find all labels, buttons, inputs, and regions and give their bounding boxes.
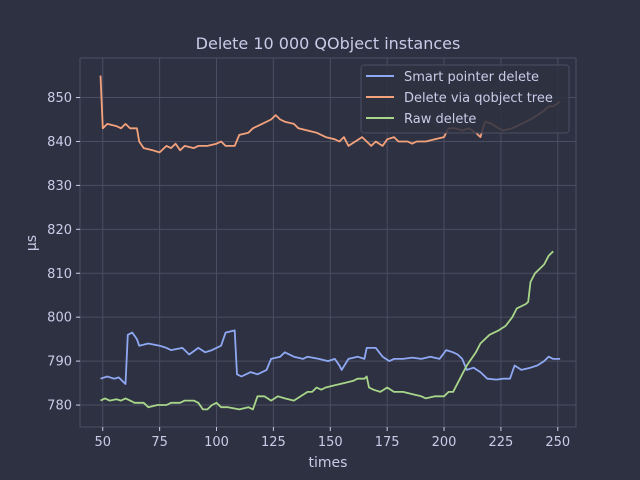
y-tick-label: 800 — [47, 311, 72, 326]
x-axis-label: times — [309, 455, 348, 471]
x-tick-label: 175 — [375, 435, 400, 450]
y-tick-label: 850 — [47, 91, 72, 106]
x-tick-label: 200 — [432, 435, 457, 450]
x-tick-label: 150 — [318, 435, 343, 450]
legend-label: Smart pointer delete — [404, 70, 539, 85]
series-line-smart-pointer-delete — [100, 329, 561, 385]
y-tick-label: 840 — [47, 135, 72, 150]
x-tick-label: 75 — [151, 435, 168, 450]
y-axis-label: µs — [24, 235, 40, 251]
y-axis-ticks: 780 790 800 810 820 830 840 850 — [47, 91, 80, 414]
x-tick-label: 225 — [489, 435, 514, 450]
y-tick-label: 830 — [47, 179, 72, 194]
y-tick-label: 780 — [47, 399, 72, 414]
legend: Smart pointer delete Delete via qobject t… — [360, 64, 570, 134]
y-tick-label: 820 — [47, 223, 72, 238]
y-tick-label: 790 — [47, 355, 72, 370]
series-line-delete-via-qobject-tree — [99, 75, 561, 154]
legend-label: Delete via qobject tree — [404, 91, 553, 106]
legend-label: Raw delete — [404, 112, 476, 127]
x-axis-ticks: 50 75 100 125 150 175 200 225 250 — [94, 427, 570, 450]
series-lines — [99, 75, 561, 411]
series-line-raw-delete — [100, 250, 554, 411]
x-tick-label: 50 — [94, 435, 111, 450]
x-tick-label: 250 — [545, 435, 570, 450]
x-tick-label: 100 — [204, 435, 229, 450]
legend-box — [360, 64, 570, 134]
chart-title: Delete 10 000 QObject instances — [196, 34, 461, 53]
y-tick-label: 810 — [47, 267, 72, 282]
x-tick-label: 125 — [261, 435, 286, 450]
